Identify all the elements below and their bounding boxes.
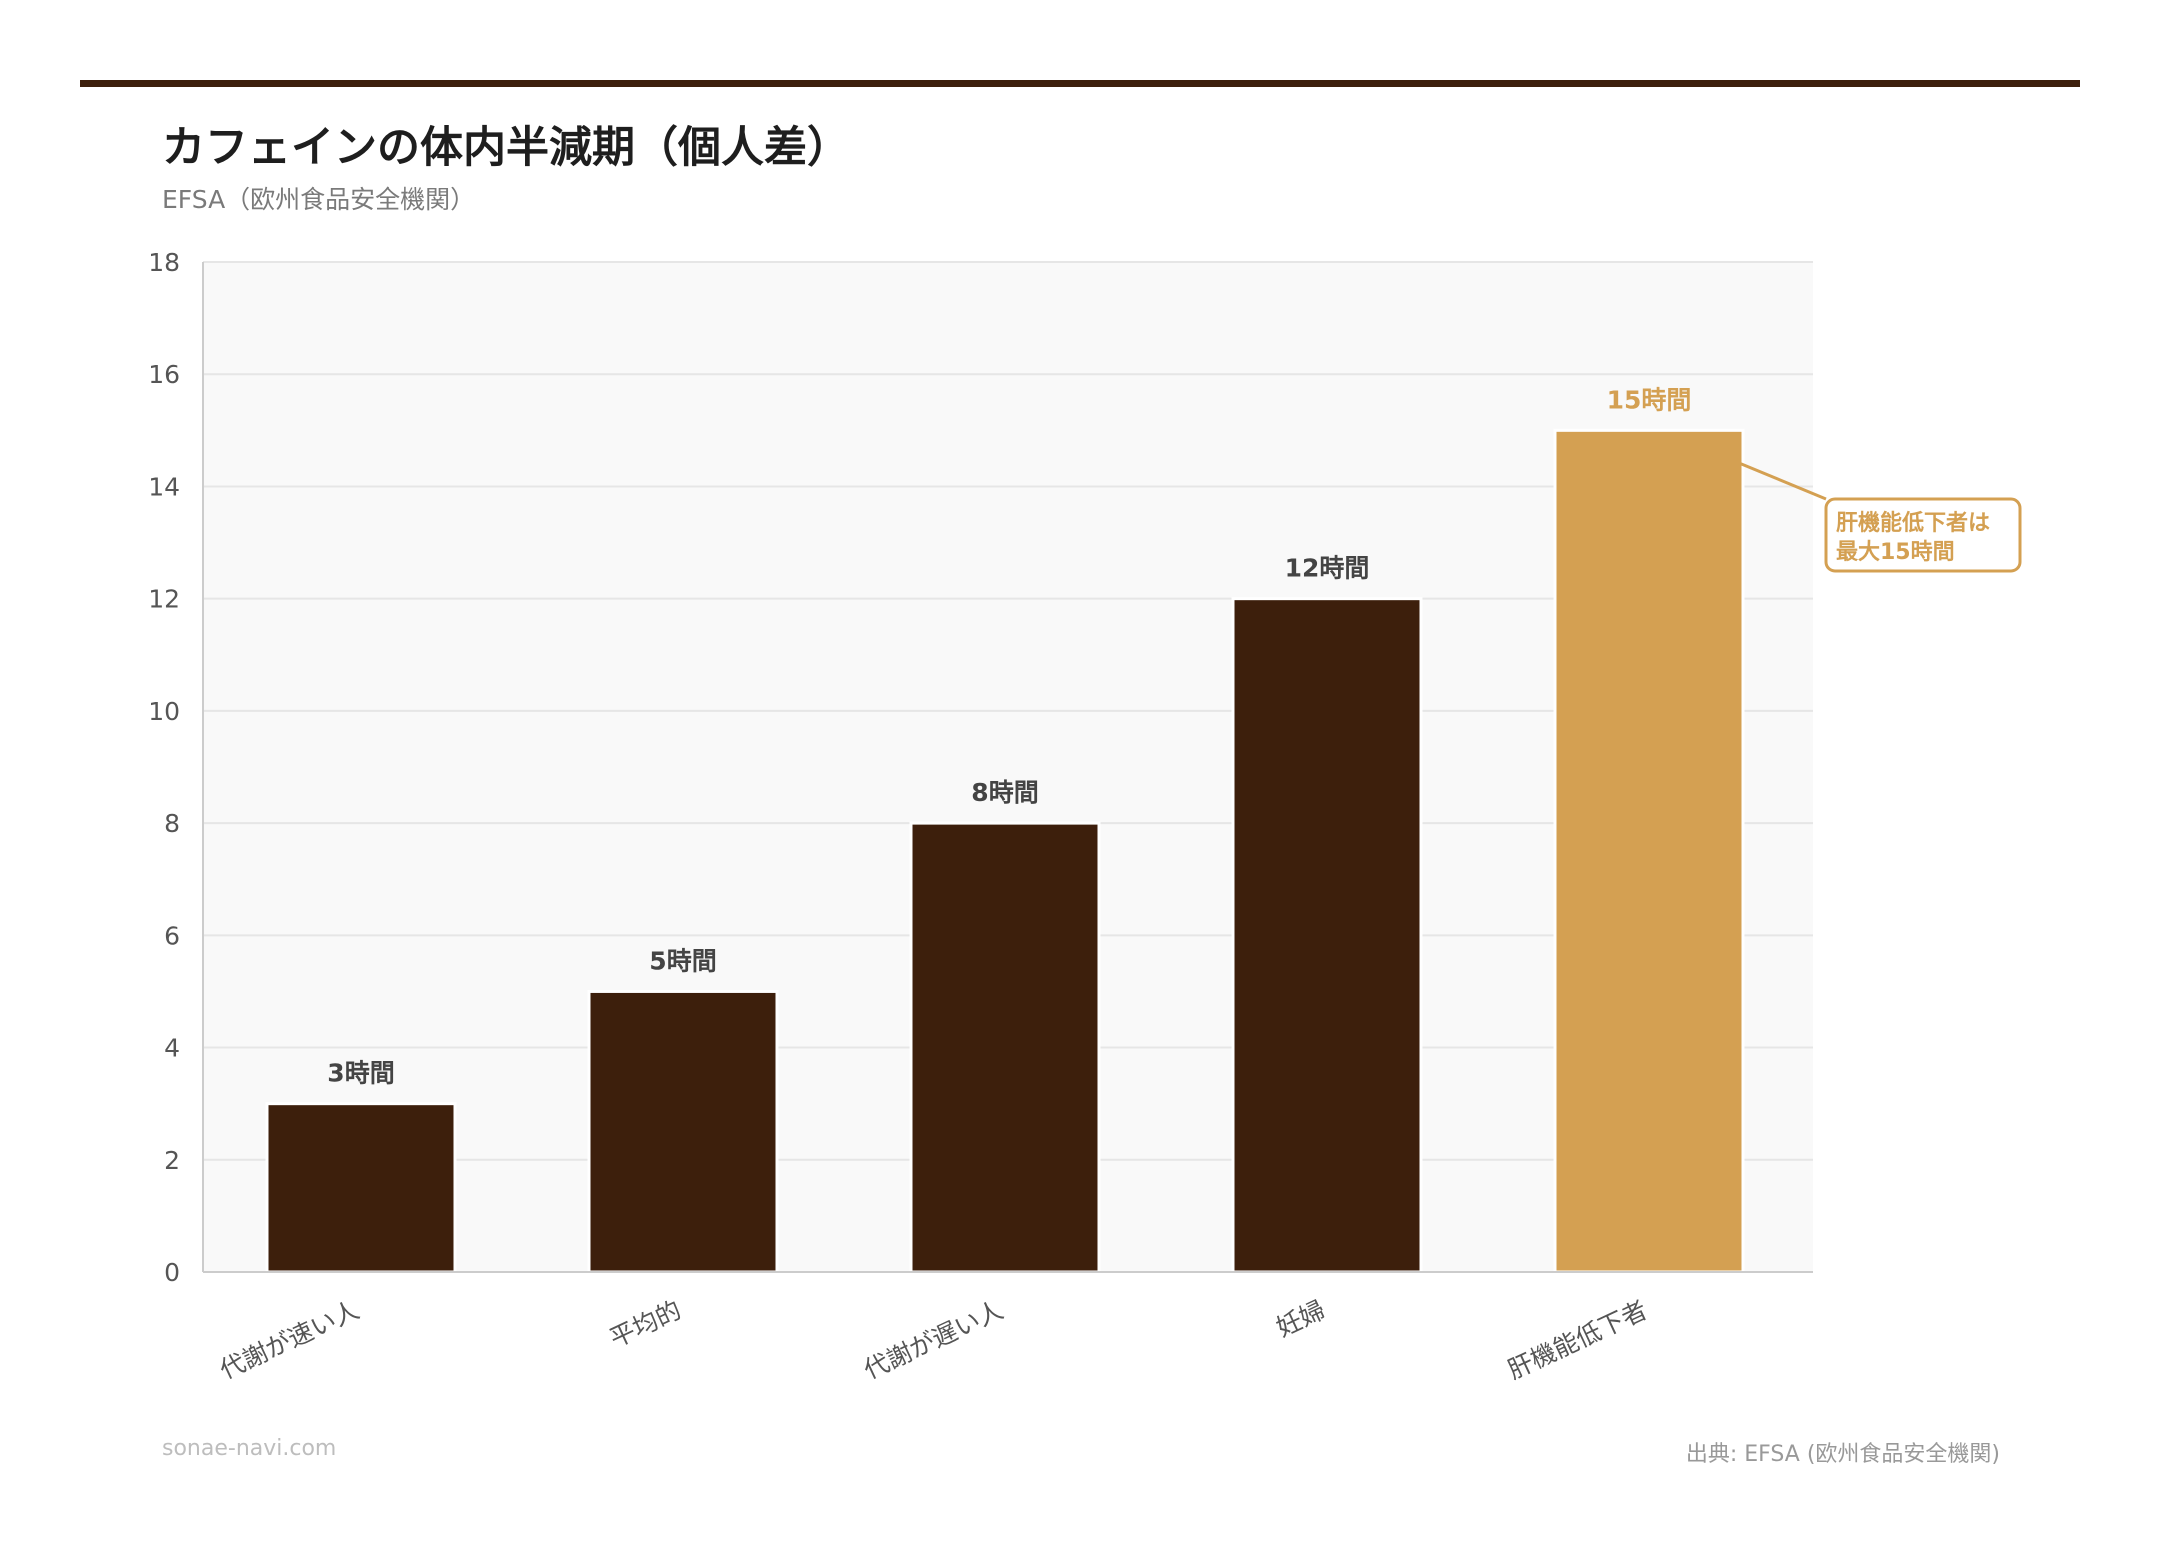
x-tick-label: 代謝が速い人 [215,1295,363,1385]
annotation: 肝機能低下者は 最大15時間 [1738,461,2022,573]
y-tick-label: 16 [148,360,180,389]
y-tick-label: 6 [164,921,180,950]
bar [909,821,1101,1274]
y-tick-label: 8 [164,809,180,838]
chart-subtitle: EFSA（欧州食品安全機関） [162,185,476,214]
source-credit: 出典: EFSA (欧州食品安全機関) [1685,1442,2000,1467]
bars: 3時間 5時間 8時間 12時間 15時間 [265,385,1745,1274]
annotation-line-2: 最大15時間 [1836,540,1955,565]
y-axis-ticks: 0 2 4 6 8 10 12 14 16 18 [148,248,180,1287]
bar-value-label: 5時間 [649,946,716,975]
annotation-leader-line [1738,461,1827,501]
chart-title: カフェインの体内半減期（個人差） [162,123,850,173]
y-tick-label: 18 [148,248,180,277]
y-tick-label: 14 [148,472,180,501]
bar [1231,597,1423,1274]
y-tick-label: 4 [164,1034,180,1063]
y-tick-label: 12 [148,585,180,614]
bar [265,1102,457,1274]
bar [587,989,779,1274]
y-tick-label: 0 [164,1258,180,1287]
annotation-line-1: 肝機能低下者は [1836,510,1990,536]
bar-value-label: 15時間 [1607,385,1692,414]
bar [1553,428,1745,1274]
x-tick-label: 平均的 [605,1295,685,1353]
bar-value-label: 3時間 [327,1059,394,1088]
x-axis-labels: 代謝が速い人 平均的 代謝が遅い人 妊婦 肝機能低下者 [215,1295,1651,1385]
top-rule [80,80,2080,87]
y-tick-label: 2 [164,1146,180,1175]
x-tick-label: 妊婦 [1272,1295,1330,1342]
bar-value-label: 8時間 [971,778,1038,807]
site-credit: sonae-navi.com [162,1436,337,1461]
x-tick-label: 代謝が遅い人 [859,1295,1007,1385]
bar-value-label: 12時間 [1285,554,1370,583]
y-tick-label: 10 [148,697,180,726]
annotation-box [1824,497,2022,573]
x-tick-label: 肝機能低下者 [1503,1295,1651,1385]
